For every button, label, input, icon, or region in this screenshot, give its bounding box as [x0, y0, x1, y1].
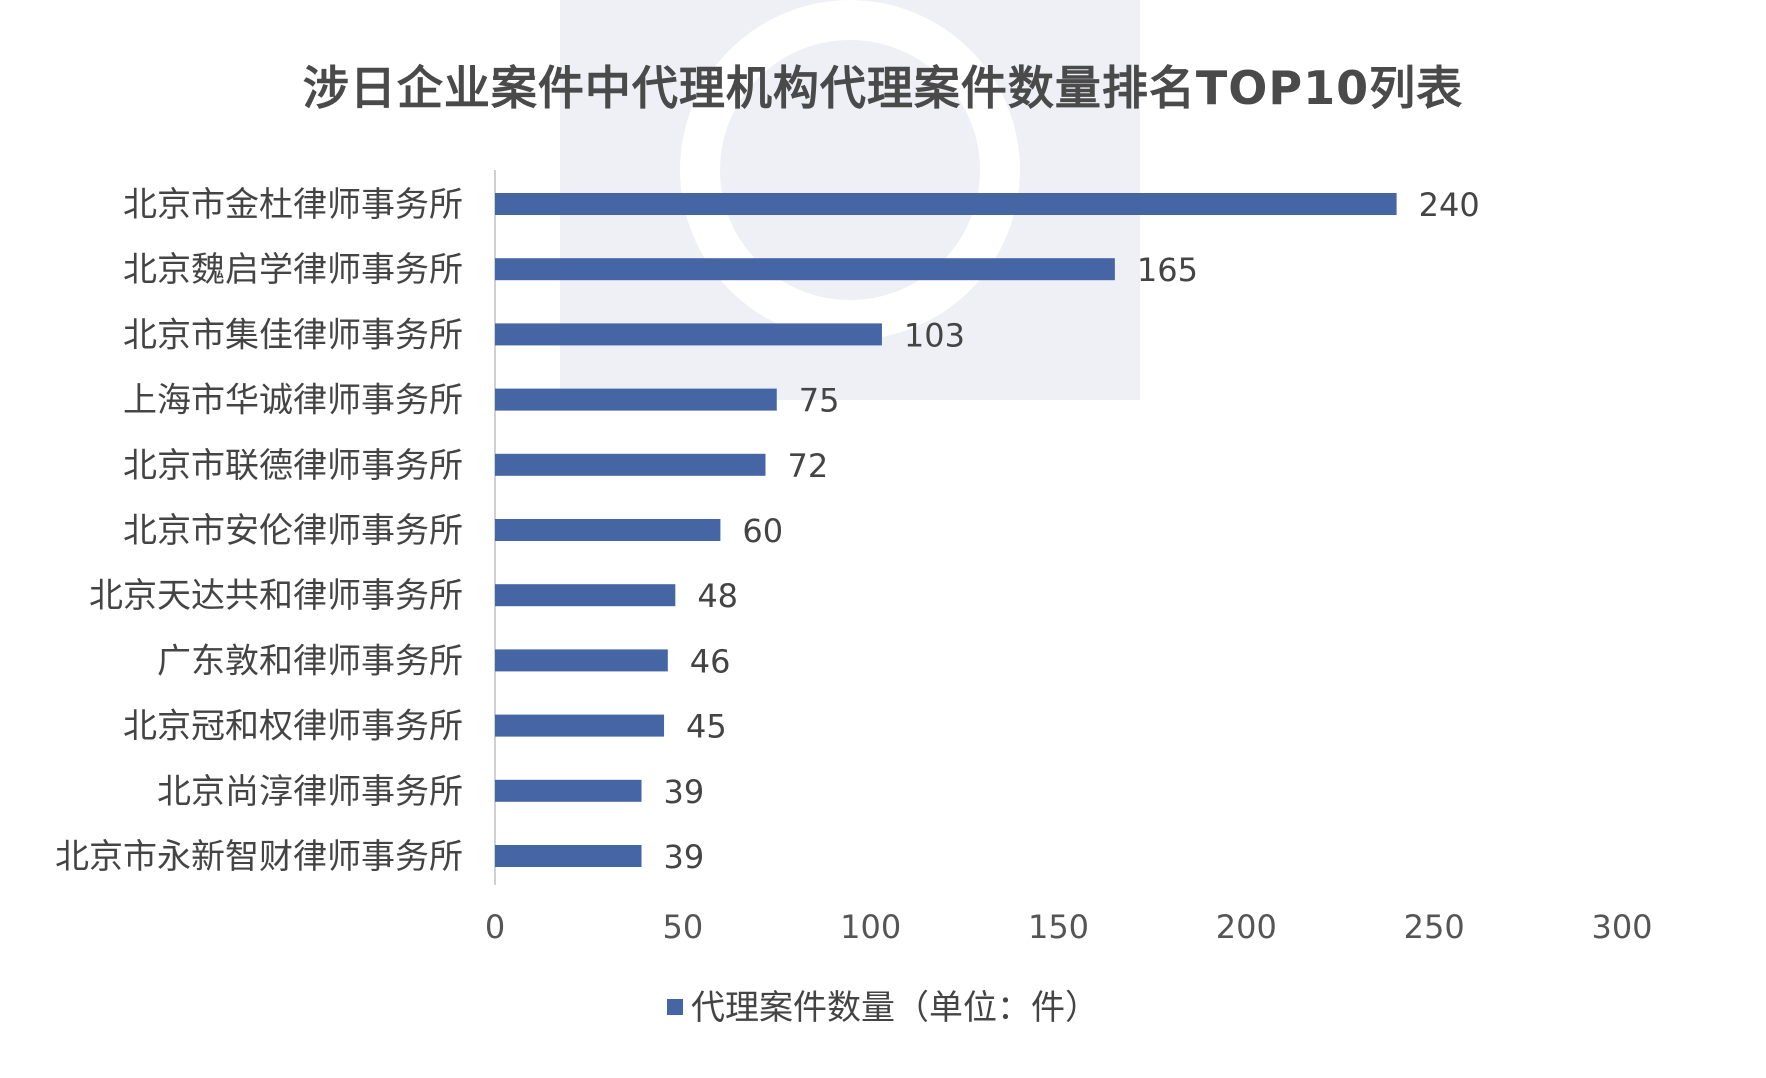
category-label: 北京市安伦律师事务所 [123, 511, 463, 551]
category-label: 北京魏启学律师事务所 [123, 250, 463, 290]
x-tick-label: 150 [1028, 908, 1089, 946]
bar [495, 519, 721, 541]
data-label: 240 [1419, 186, 1480, 224]
bar [495, 845, 642, 867]
bar [495, 258, 1115, 281]
bar [495, 323, 882, 346]
x-tick-label: 200 [1216, 908, 1277, 946]
legend: 代理案件数量（单位：件） [0, 980, 1766, 1029]
category-label: 北京天达共和律师事务所 [89, 576, 463, 616]
data-label: 46 [690, 642, 731, 680]
data-label: 39 [664, 773, 705, 811]
bar [495, 388, 777, 411]
data-label: 103 [904, 316, 965, 354]
category-label: 北京冠和权律师事务所 [123, 707, 463, 747]
data-label: 45 [686, 708, 727, 746]
chart-title: 涉日企业案件中代理机构代理案件数量排名TOP10列表 [302, 61, 1464, 115]
bar [495, 453, 766, 476]
category-label: 北京市联德律师事务所 [123, 446, 463, 486]
data-label: 72 [787, 447, 828, 485]
x-tick-label: 300 [1591, 908, 1652, 946]
category-label: 广东敦和律师事务所 [157, 641, 463, 681]
category-label: 北京市集佳律师事务所 [123, 315, 463, 355]
category-label: 北京市永新智财律师事务所 [55, 837, 463, 877]
x-tick-label: 0 [485, 908, 505, 946]
data-label: 39 [664, 838, 705, 876]
bar [495, 779, 642, 802]
legend-swatch [667, 998, 683, 1015]
data-label: 165 [1137, 251, 1198, 289]
legend-label: 代理案件数量（单位：件） [691, 988, 1099, 1028]
category-label: 北京市金杜律师事务所 [123, 185, 463, 225]
category-label: 北京尚淳律师事务所 [157, 772, 463, 812]
category-label: 上海市华诚律师事务所 [123, 381, 463, 421]
bar [495, 714, 665, 737]
data-label: 48 [697, 577, 738, 615]
x-tick-label: 100 [840, 908, 901, 946]
data-label: 75 [799, 382, 840, 420]
x-tick-label: 50 [662, 908, 703, 946]
x-tick-label: 250 [1404, 908, 1465, 946]
data-label: 60 [742, 512, 783, 550]
bar [495, 193, 1397, 215]
bar [495, 584, 676, 607]
bar [495, 649, 668, 672]
